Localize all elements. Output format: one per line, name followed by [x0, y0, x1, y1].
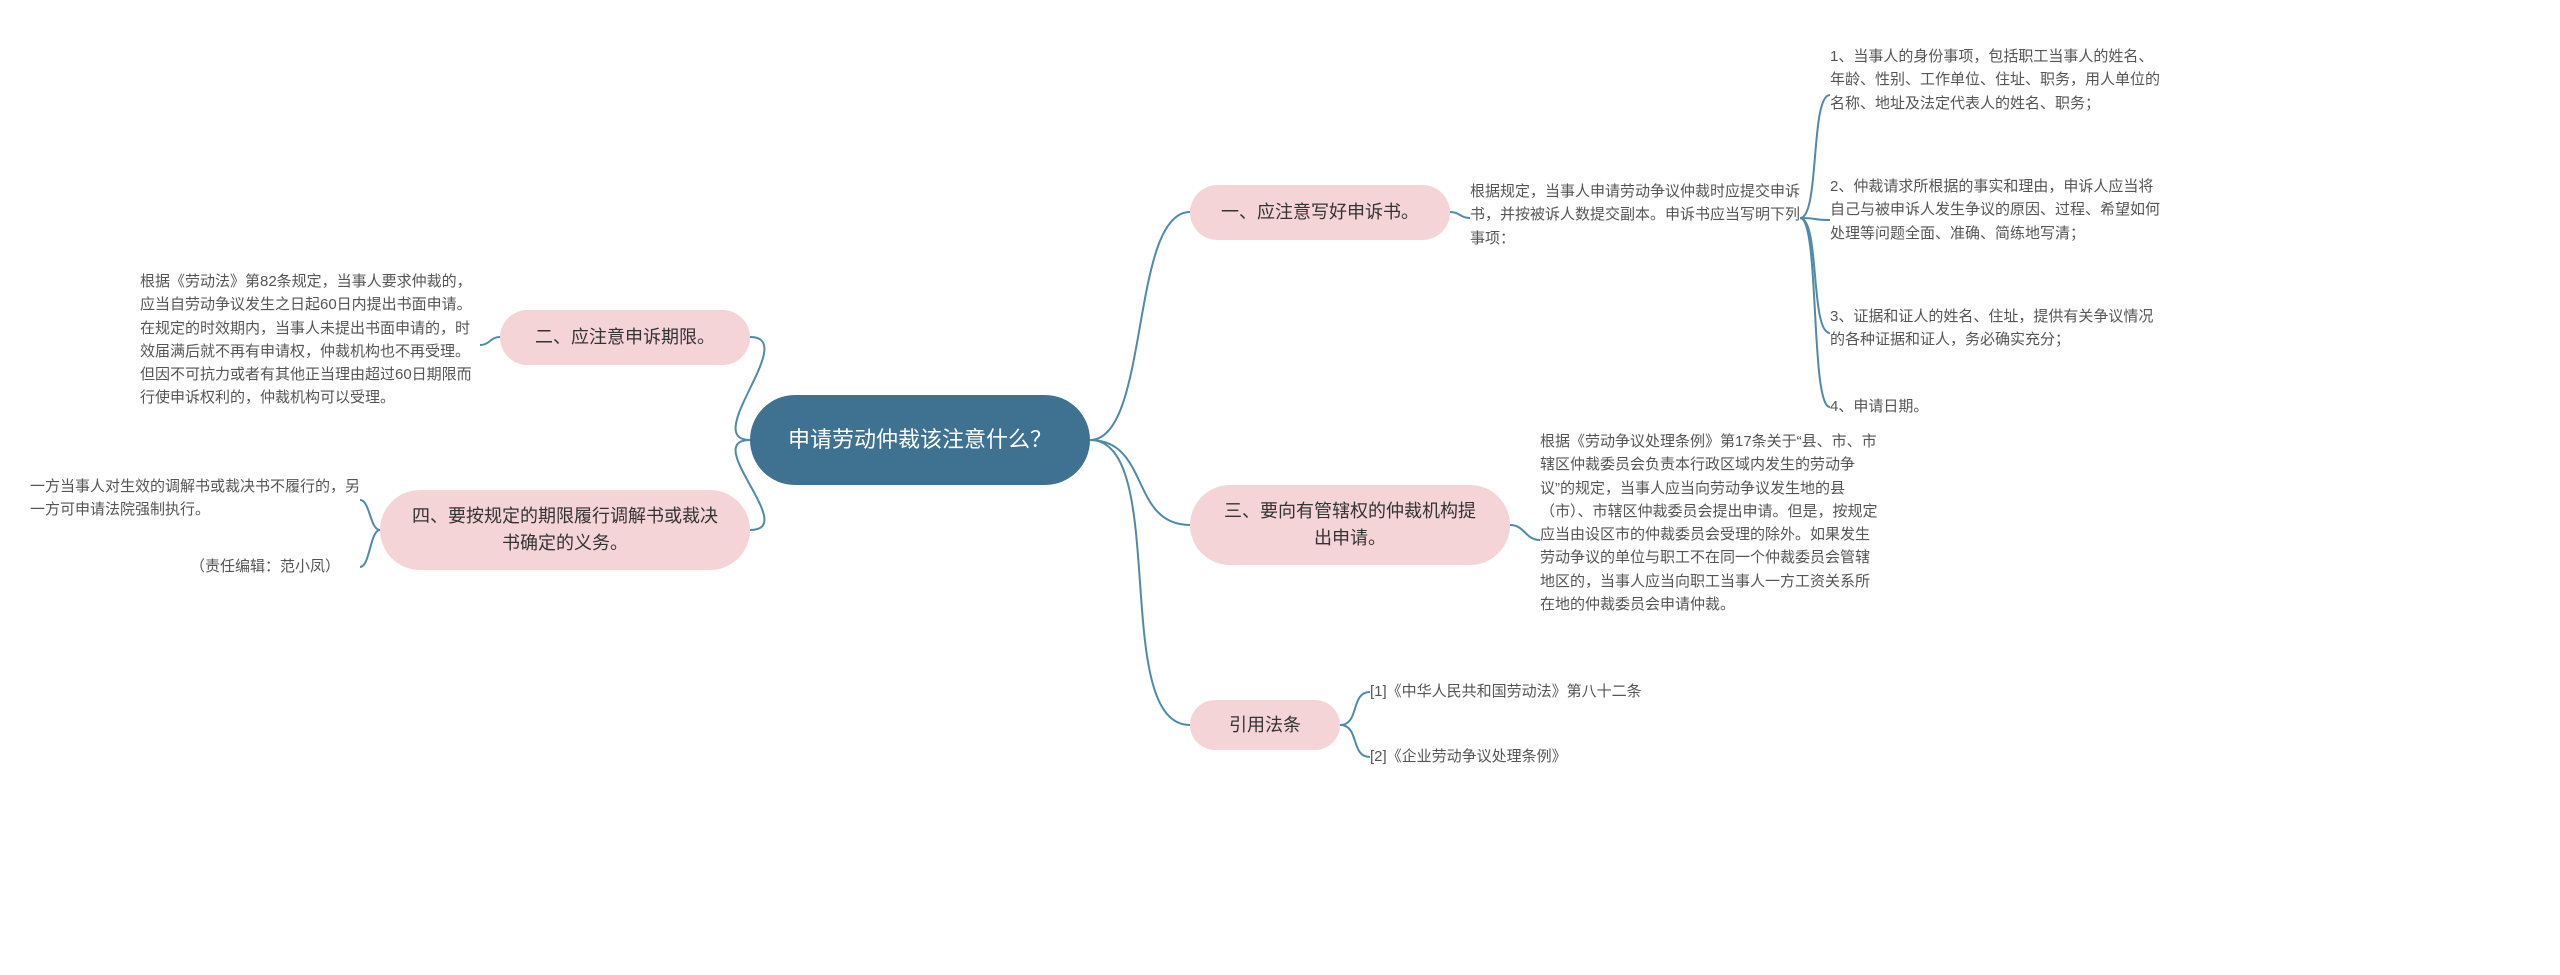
connector	[1090, 440, 1190, 525]
connector	[360, 500, 380, 530]
branch-2-desc: 根据《劳动法》第82条规定，当事人要求仲裁的，应当自劳动争议发生之日起60日内提…	[140, 270, 480, 410]
connector	[1340, 725, 1370, 757]
connector	[480, 337, 500, 345]
connector	[1510, 525, 1540, 540]
connector	[1800, 95, 1830, 218]
branch-5-ref-1: [1]《中华人民共和国劳动法》第八十二条	[1370, 680, 1700, 703]
connector	[1800, 218, 1830, 220]
connector	[1800, 218, 1830, 407]
branch-1-item-4: 4、申请日期。	[1830, 395, 2160, 418]
branch-1[interactable]: 一、应注意写好申诉书。	[1190, 185, 1450, 240]
branch-3[interactable]: 三、要向有管辖权的仲裁机构提出申请。	[1190, 485, 1510, 565]
branch-1-desc: 根据规定，当事人申请劳动争议仲裁时应提交申诉书，并按被诉人数提交副本。申诉书应当…	[1470, 180, 1800, 250]
connector	[360, 530, 380, 567]
connector	[1340, 692, 1370, 725]
branch-5-refs[interactable]: 引用法条	[1190, 700, 1340, 750]
branch-3-desc: 根据《劳动争议处理条例》第17条关于“县、市、市辖区仲裁委员会负责本行政区域内发…	[1540, 430, 1880, 616]
connector	[1450, 212, 1470, 218]
connector	[1800, 218, 1830, 333]
branch-1-item-1: 1、当事人的身份事项，包括职工当事人的姓名、年龄、性别、工作单位、住址、职务，用…	[1830, 45, 2160, 115]
branch-5-ref-2: [2]《企业劳动争议处理条例》	[1370, 745, 1700, 768]
connector	[1090, 440, 1190, 725]
branch-4-desc-2: （责任编辑：范小凤）	[190, 555, 360, 578]
branch-4-desc-1: 一方当事人对生效的调解书或裁决书不履行的，另一方可申请法院强制执行。	[30, 475, 360, 522]
connector	[1090, 212, 1190, 440]
branch-1-item-3: 3、证据和证人的姓名、住址，提供有关争议情况的各种证据和证人，务必确实充分；	[1830, 305, 2160, 352]
branch-1-item-2: 2、仲裁请求所根据的事实和理由，申诉人应当将自己与被申诉人发生争议的原因、过程、…	[1830, 175, 2160, 245]
branch-4[interactable]: 四、要按规定的期限履行调解书或裁决书确定的义务。	[380, 490, 750, 570]
root-node[interactable]: 申请劳动仲裁该注意什么？	[750, 395, 1090, 485]
branch-2[interactable]: 二、应注意申诉期限。	[500, 310, 750, 365]
